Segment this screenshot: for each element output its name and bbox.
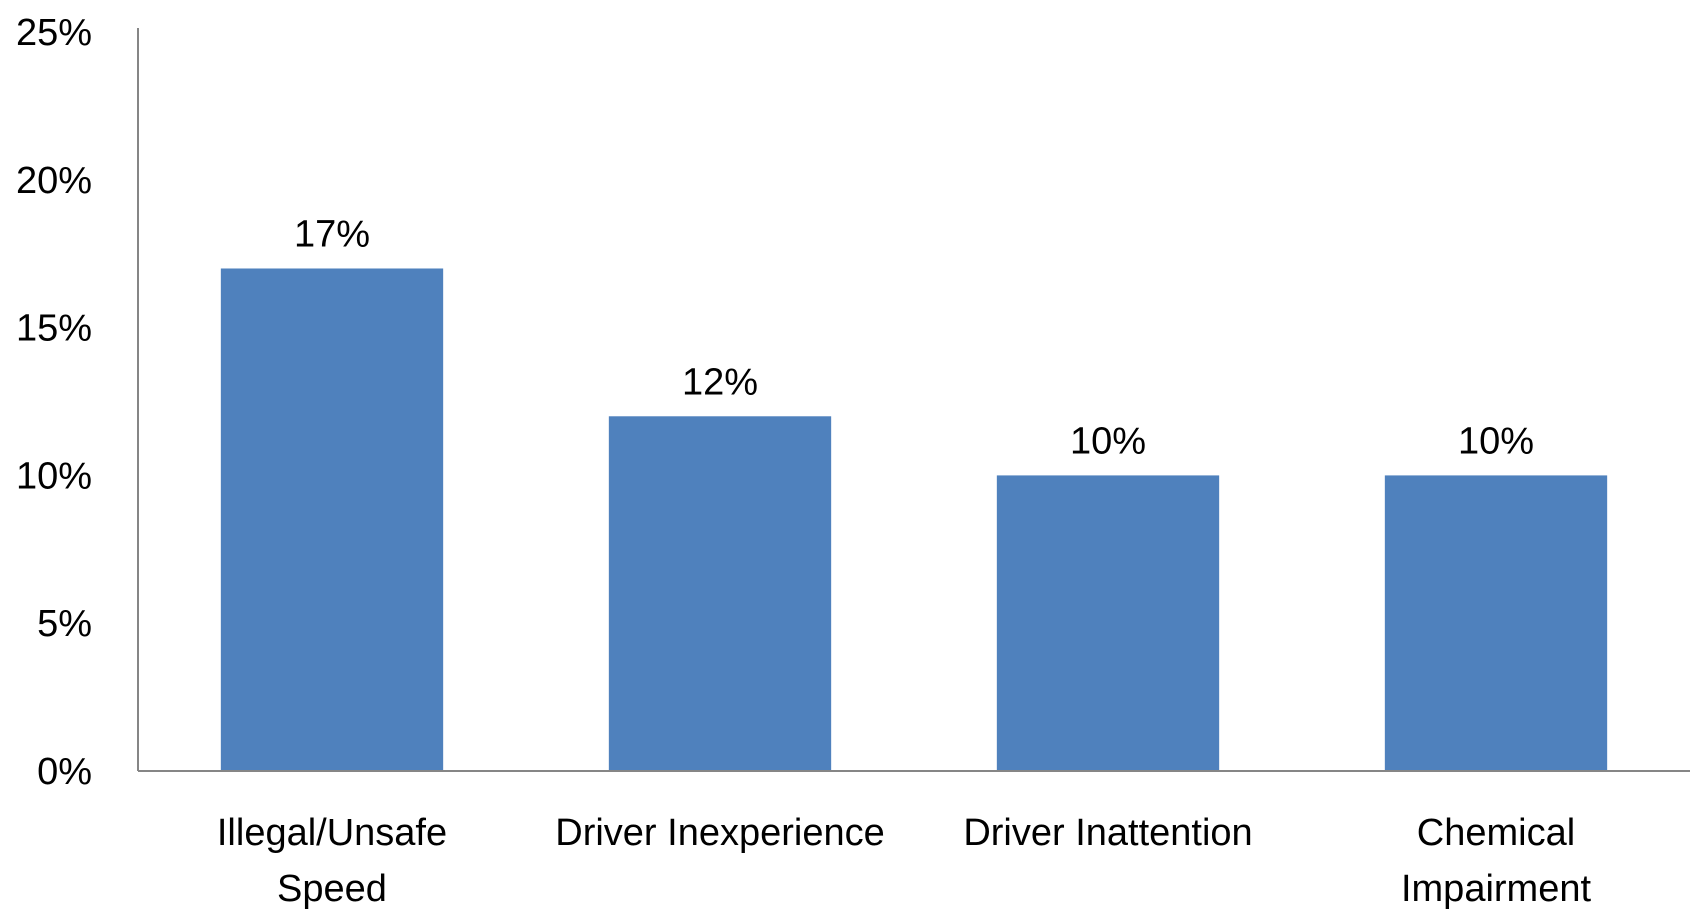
y-tick-label: 15% [16, 308, 92, 350]
data-label: 17% [294, 213, 370, 255]
category-label: Chemical [1417, 812, 1575, 854]
bar [1384, 475, 1608, 771]
y-tick-label: 5% [37, 603, 92, 645]
y-tick-label: 0% [37, 751, 92, 793]
data-label: 10% [1458, 420, 1534, 462]
category-label: Illegal/Unsafe [217, 812, 447, 854]
data-label: 12% [682, 361, 758, 403]
bar [996, 475, 1220, 771]
category-label: Speed [277, 868, 387, 910]
category-labels: Illegal/Unsafe Speed Driver Inexperience Dr… [217, 812, 1592, 910]
bars [220, 268, 1608, 771]
y-tick-label: 20% [16, 160, 92, 202]
y-tick-label: 10% [16, 455, 92, 497]
y-tick-label: 25% [16, 12, 92, 54]
y-axis-ticks: 0% 5% 10% 15% 20% 25% [16, 12, 92, 793]
data-label: 10% [1070, 420, 1146, 462]
category-label: Driver Inattention [963, 812, 1252, 854]
bar [608, 416, 832, 771]
category-label: Driver Inexperience [555, 812, 884, 854]
data-labels: 17% 12% 10% 10% [294, 213, 1534, 462]
bar [220, 268, 444, 771]
category-label: Impairment [1401, 868, 1591, 910]
